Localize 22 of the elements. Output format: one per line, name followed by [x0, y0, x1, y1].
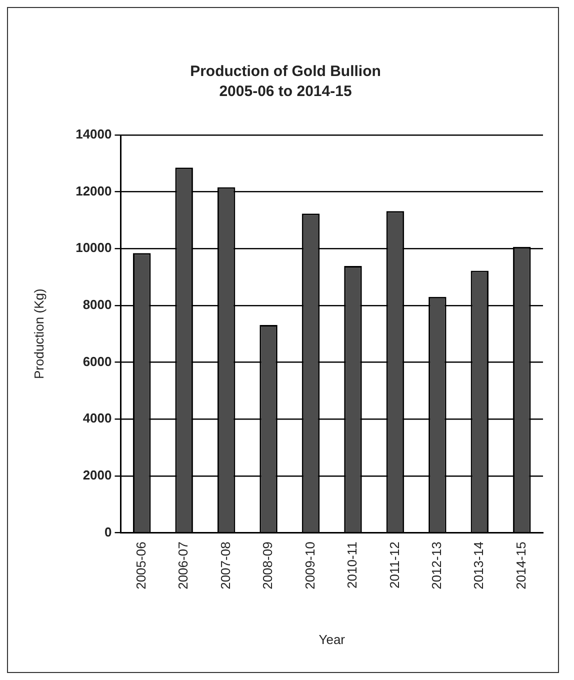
y-axis-title: Production (Kg): [31, 288, 46, 380]
chart-title: Production of Gold Bullion: [190, 63, 381, 80]
y-tick-label: 12000: [76, 183, 112, 198]
x-axis-title: Year: [318, 632, 346, 647]
x-tick-label: 2011-12: [386, 542, 402, 588]
chart-subtitle: 2005-06 to 2014-15: [219, 83, 352, 100]
x-tick-label: 2014-15: [513, 542, 528, 590]
x-tick-label: 2012-13: [429, 542, 444, 590]
y-tick-label: 6000: [82, 354, 112, 369]
x-tick-label: 2013-14: [471, 542, 486, 590]
y-tick-label: 0: [104, 524, 112, 540]
y-tick-label: 8000: [82, 297, 112, 312]
x-tick-label: 2007-08: [218, 542, 233, 590]
y-tick-label: 4000: [82, 410, 112, 426]
y-tick-label: 14000: [76, 126, 112, 142]
x-tick-label: 2005-06: [133, 542, 148, 590]
y-tick-label: 2000: [82, 467, 112, 482]
x-tick-label: 2010-11: [344, 542, 360, 588]
x-tick-label: 2006-07: [176, 542, 191, 590]
x-tick-label: 2008-09: [260, 542, 276, 590]
y-tick-label: 10000: [76, 240, 112, 256]
x-tick-label: 2009-10: [302, 542, 318, 590]
